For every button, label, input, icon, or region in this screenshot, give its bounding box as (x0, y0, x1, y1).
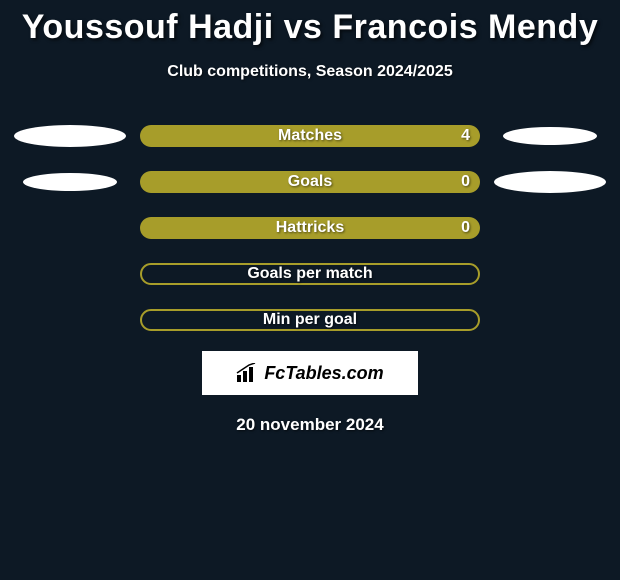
player-a-ellipse (14, 125, 126, 147)
comparison-card: Youssouf Hadji vs Francois Mendy Club co… (0, 0, 620, 435)
stat-bar: Matches 4 (140, 125, 480, 147)
player-b-ellipse (494, 171, 606, 193)
player-b-ellipse (503, 127, 597, 145)
stat-row: Matches 4 (0, 125, 620, 147)
logo-text: FcTables.com (264, 363, 383, 384)
stat-row: Hattricks 0 (0, 217, 620, 239)
left-ellipse-cell (0, 173, 140, 191)
stat-rows: Matches 4 Goals 0 Hattricks 0 Goals per match M… (0, 125, 620, 331)
logo-box: FcTables.com (202, 351, 418, 395)
stat-label: Min per goal (263, 311, 357, 329)
player-a-ellipse (23, 173, 117, 191)
stat-row: Min per goal (0, 309, 620, 331)
stat-row: Goals 0 (0, 171, 620, 193)
stat-bar: Min per goal (140, 309, 480, 331)
stat-bar: Goals 0 (140, 171, 480, 193)
stat-row: Goals per match (0, 263, 620, 285)
page-subtitle: Club competitions, Season 2024/2025 (167, 63, 452, 81)
page-title: Youssouf Hadji vs Francois Mendy (22, 8, 599, 47)
stat-right-value: 4 (461, 127, 470, 145)
footer-date: 20 november 2024 (236, 415, 383, 435)
stat-right-value: 0 (461, 219, 470, 237)
stat-label: Matches (278, 127, 342, 145)
stat-bar: Goals per match (140, 263, 480, 285)
bars-icon (236, 363, 258, 383)
right-ellipse-cell (480, 171, 620, 193)
stat-label: Goals (288, 173, 332, 191)
stat-label: Goals per match (247, 265, 372, 283)
stat-bar: Hattricks 0 (140, 217, 480, 239)
right-ellipse-cell (480, 127, 620, 145)
stat-right-value: 0 (461, 173, 470, 191)
left-ellipse-cell (0, 125, 140, 147)
stat-label: Hattricks (276, 219, 344, 237)
